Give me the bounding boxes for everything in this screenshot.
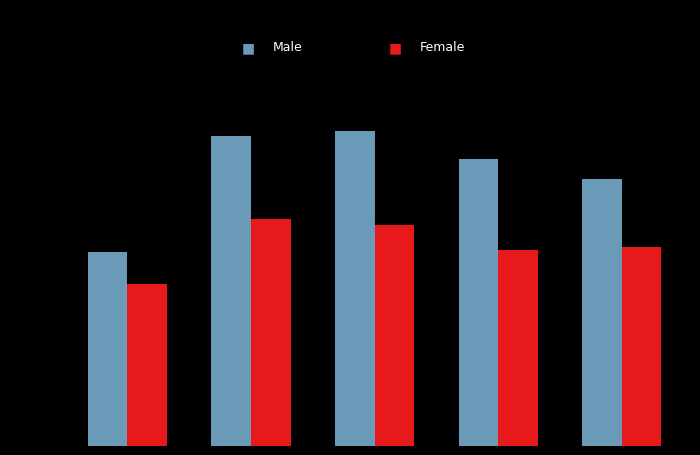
Bar [251,220,290,446]
Bar [88,252,127,446]
Text: Female: Female [420,41,466,54]
Text: $93.5K: $93.5K [211,124,251,134]
Text: 74.8% of
male
average: 74.8% of male average [662,199,700,228]
Text: $94.9K: $94.9K [335,119,375,129]
Bar [374,225,414,446]
Text: $59.1K: $59.1K [498,238,538,248]
Bar [622,248,661,446]
Text: $48.8K: $48.8K [127,272,168,282]
Text: ■: ■ [242,41,255,55]
Text: $58.6K: $58.6K [88,239,128,249]
Bar [335,132,375,446]
Text: 70.3% of
male
average: 70.3% of male average [415,164,456,193]
Bar [582,180,622,446]
Bar [498,250,538,446]
Text: $68.3K: $68.3K [250,207,291,217]
Bar [127,284,167,446]
Text: 68.3% of
male
average: 68.3% of male average [539,190,579,220]
Text: $86.5K: $86.5K [458,147,499,157]
Text: 73.0% of
male
average: 73.0% of male average [292,163,332,193]
Text: $80.4K: $80.4K [581,167,622,177]
Text: $66.7K: $66.7K [374,212,415,222]
Bar [458,160,498,446]
Text: ■: ■ [389,41,402,55]
Text: Male: Male [273,41,302,54]
Bar [211,136,251,446]
Text: $60.0K: $60.0K [621,235,661,245]
Text: 83.3% of
male
average: 83.3% of male average [168,253,209,283]
